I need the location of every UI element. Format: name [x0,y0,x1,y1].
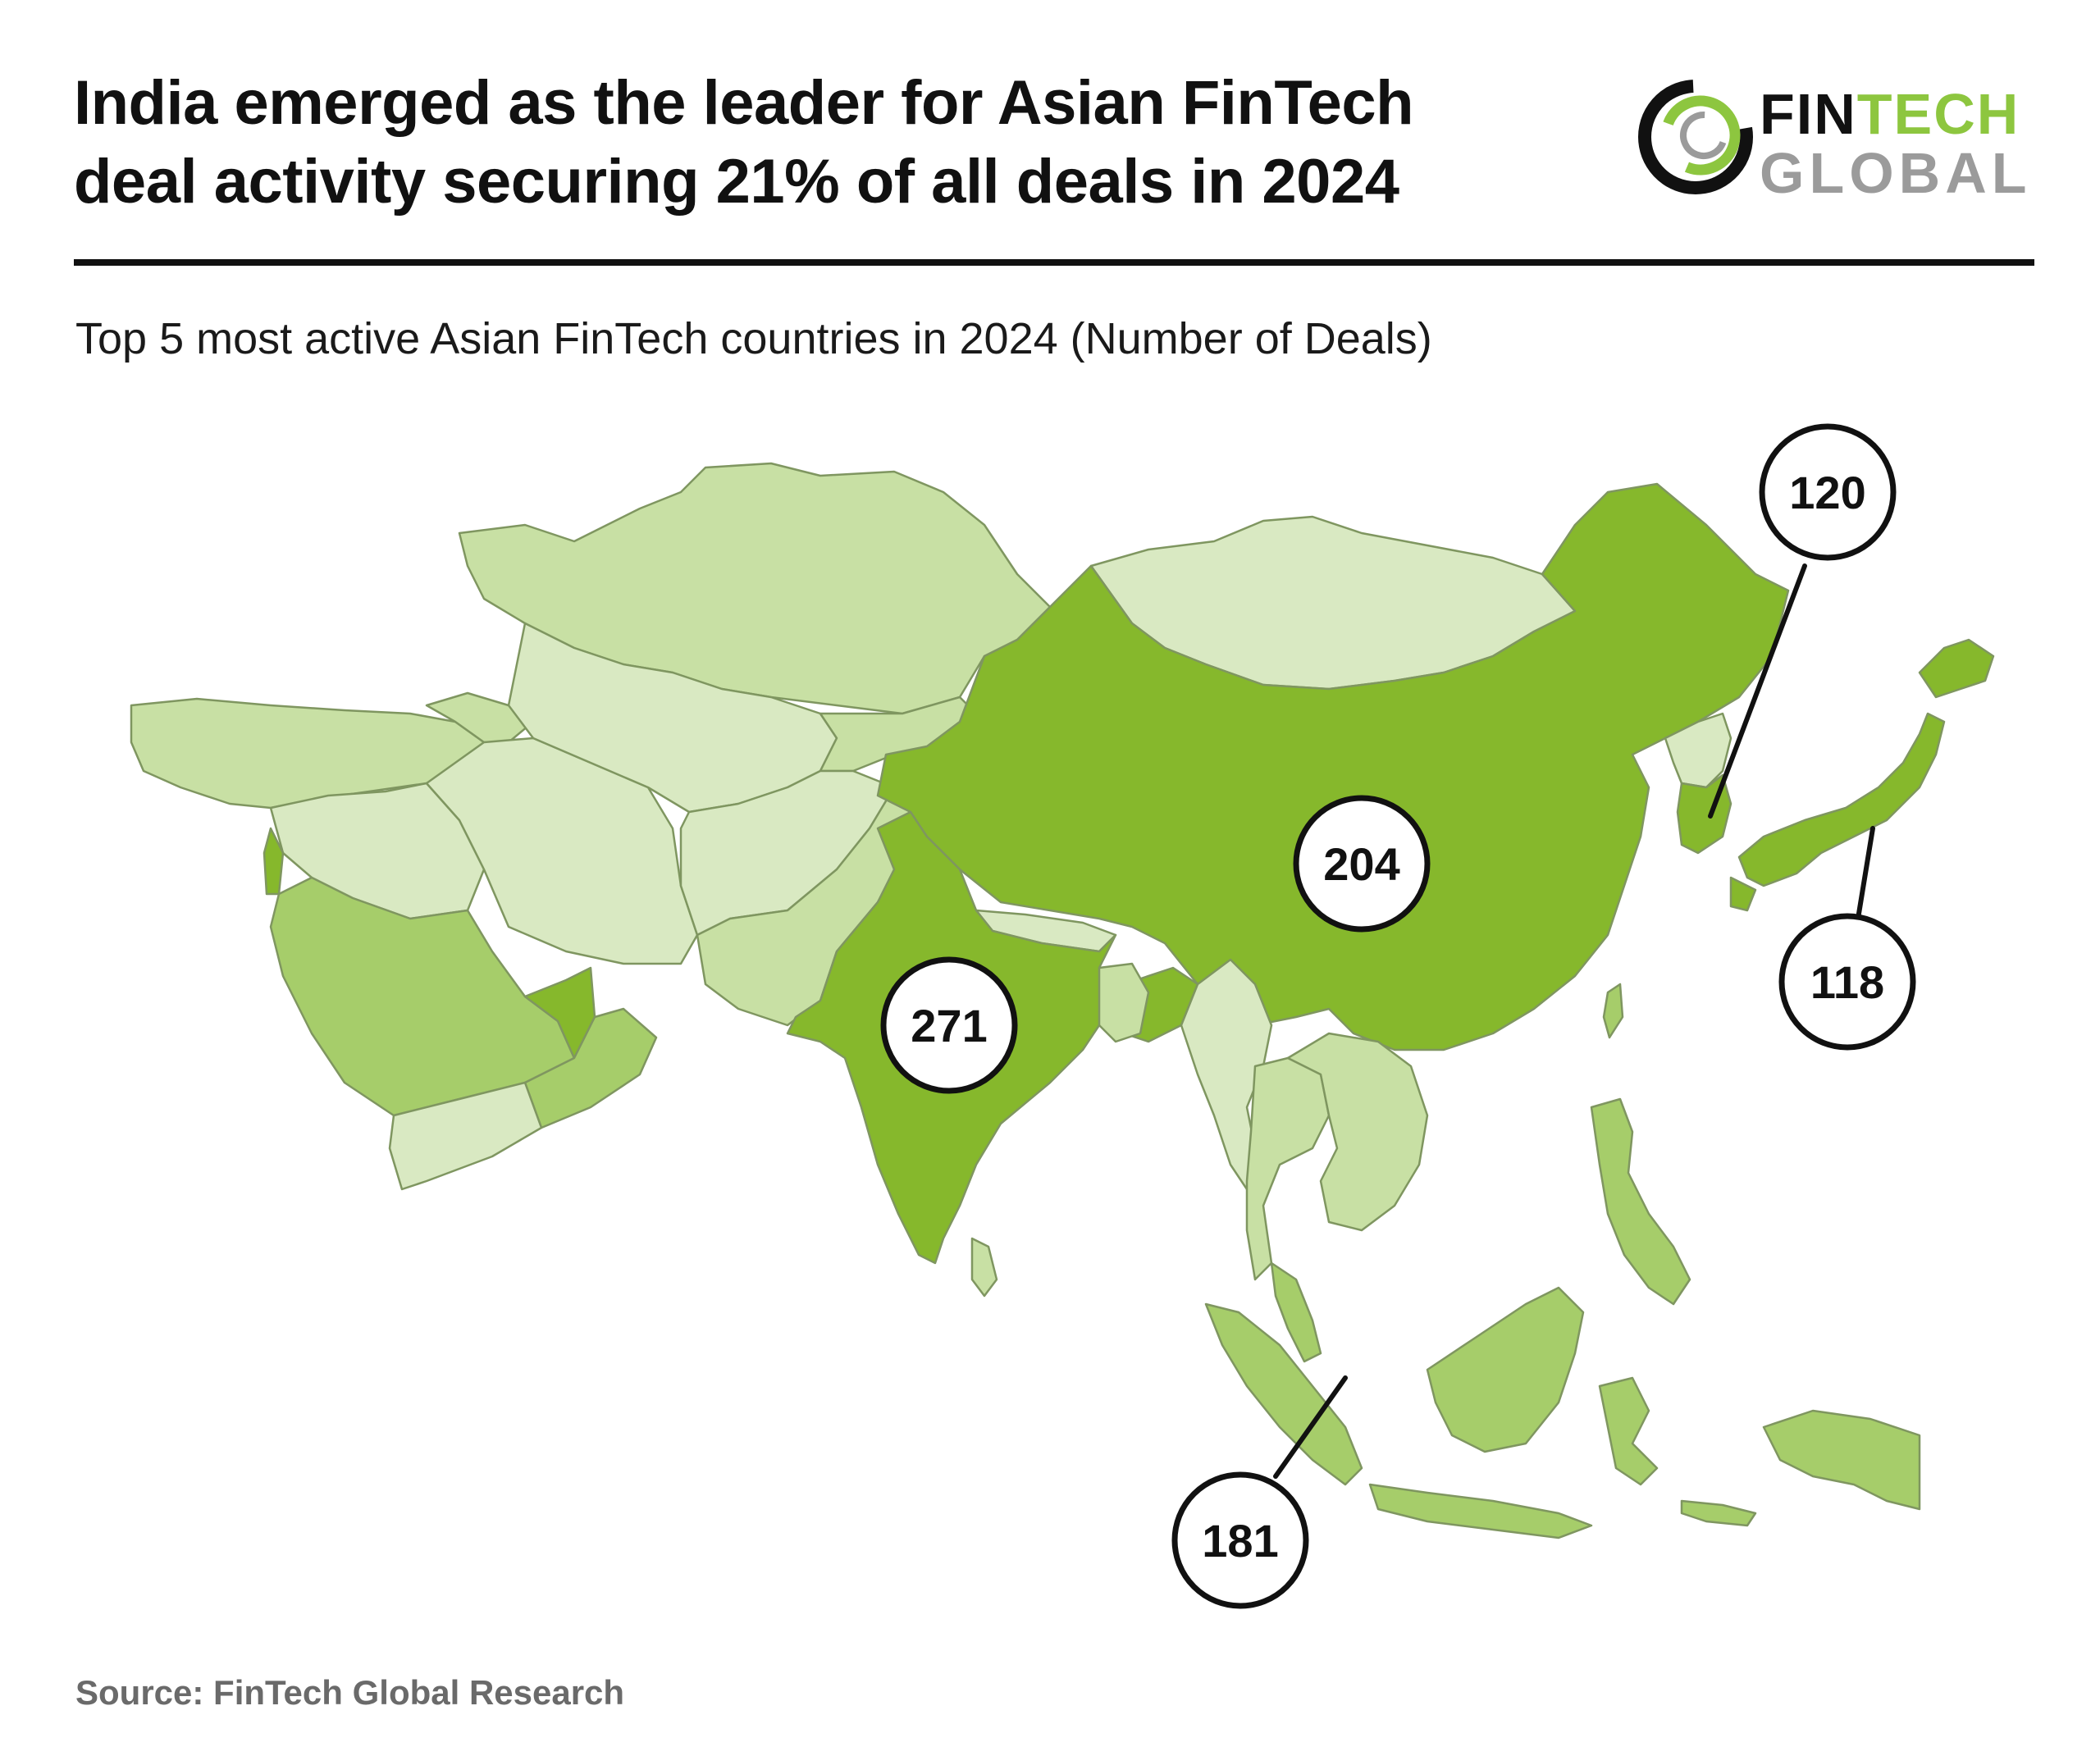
callout-indonesia: 181 [1171,1471,1309,1609]
region-east-islands [1680,1499,1757,1527]
region-israel [262,827,285,896]
leader-line-japan [1856,826,1875,921]
region-sumatra [1204,1302,1363,1486]
title-divider [74,259,2034,266]
region-myanmar [1180,958,1273,1191]
region-indochina [1286,1032,1429,1232]
region-sulawesi [1598,1376,1659,1486]
region-japan-north [1918,638,1995,699]
source-note: Source: FinTech Global Research [75,1673,625,1712]
region-taiwan [1602,983,1624,1039]
title-line-1: India emerged as the leader for Asian Fi… [74,68,1414,138]
region-yemen [388,1081,543,1191]
leader-line-korea [1708,563,1807,819]
indonesia-deal-count: 181 [1202,1515,1278,1567]
region-java [1368,1483,1593,1539]
logo-word-global: GLOBAL [1760,141,2032,205]
region-malaysia [1270,1261,1322,1363]
region-japan-south [1729,876,1757,912]
region-philippines [1590,1097,1691,1306]
south-korea-deal-count: 120 [1789,467,1865,518]
map-subtitle: Top 5 most active Asian FinTech countrie… [75,314,1432,363]
region-bangladesh [1098,962,1150,1043]
title-line-2: deal activity securing 21% of all deals … [74,147,1399,217]
callout-china: 204 [1293,795,1431,933]
leader-line-indonesia [1273,1375,1348,1479]
region-thailand [1245,1056,1331,1281]
india-deal-count: 271 [911,1000,987,1051]
chart-title: India emerged as the leader for Asian Fi… [74,64,1632,221]
region-papua [1762,1409,1921,1511]
fintech-global-logo: FINTECH GLOBAL [1628,70,2055,209]
svg-text:FINTECH: FINTECH [1760,82,2020,146]
region-caucasus [425,691,535,744]
japan-deal-count: 118 [1810,956,1884,1008]
region-levant-iraq [269,782,486,920]
region-north-korea [1664,712,1732,789]
region-china [876,482,1790,1051]
callout-india: 271 [880,956,1018,1094]
callout-south-korea: 120 [1759,423,1897,561]
region-borneo [1426,1286,1585,1453]
china-deal-count: 204 [1323,838,1399,890]
region-sri-lanka [970,1237,998,1298]
logo-word-fin: FIN [1760,82,1857,146]
callout-japan: 118 [1778,913,1916,1051]
region-japan-main [1737,712,1946,887]
logo-word-tech: TECH [1857,82,2020,146]
